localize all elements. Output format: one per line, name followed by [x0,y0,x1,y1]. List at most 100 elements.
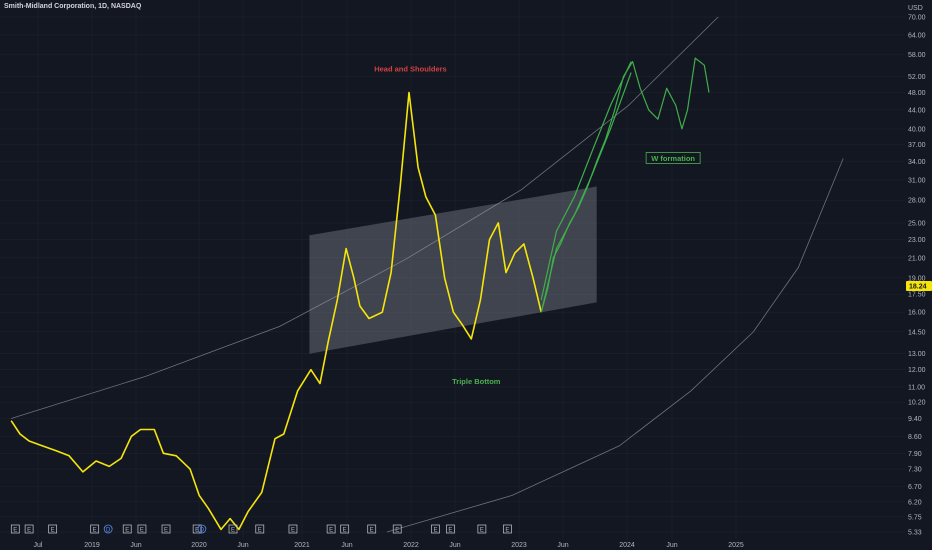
event-marker-earnings[interactable]: E [392,524,402,534]
y-tick-label: 44.00 [908,107,926,114]
svg-text:E: E [125,528,129,534]
svg-text:E: E [433,528,437,534]
x-tick-label: 2025 [728,542,744,549]
y-tick-label: 70.00 [908,15,926,22]
x-axis: Jul 2019 Jun 2020 Jun 2021 Jun 2022 Jun 2023 Jun 20… [34,542,744,549]
x-tick-label: Jun [449,542,460,549]
y-tick-label: 14.50 [908,329,926,336]
projection-band-line-2[interactable] [540,61,632,301]
svg-text:E: E [27,528,31,534]
y-tick-label: 6.70 [908,484,922,491]
y-tick-label: 9.40 [908,416,922,423]
projection-band-line-1[interactable] [540,72,632,313]
trend-arc-2[interactable] [386,158,844,533]
y-tick-label: 10.20 [908,400,926,407]
y-tick-label: 6.20 [908,499,922,506]
svg-text:E: E [51,528,55,534]
y-tick-label: 17.50 [908,292,926,299]
annotation-layer: Head and Shoulders Triple Bottom W formati… [374,64,701,386]
svg-text:E: E [343,528,347,534]
event-marker-earnings[interactable]: E [326,524,336,534]
x-tick-label: Jun [130,542,141,549]
currency-label: USD [908,5,923,12]
y-tick-label: 58.00 [908,52,926,59]
event-marker-earnings[interactable]: E [503,524,512,534]
event-marker-earnings[interactable]: E [48,524,58,534]
y-tick-label: 13.00 [908,351,926,358]
svg-text:E: E [164,528,168,534]
event-marker-earnings[interactable]: E [90,524,100,534]
y-tick-label: 40.00 [908,126,926,133]
x-tick-label: 2020 [191,542,207,549]
y-tick-label: 11.00 [908,385,925,392]
y-tick-label: 37.00 [908,142,926,149]
y-tick-label: 19.00 [908,275,926,282]
svg-text:E: E [505,528,509,534]
svg-text:E: E [231,528,235,534]
event-marker-earnings[interactable]: E [255,524,265,534]
annotation-pattern[interactable]: Triple Bottom [452,377,501,386]
x-tick-label: 2023 [511,542,527,549]
y-tick-label: 5.33 [908,530,922,537]
grid [0,0,905,540]
y-tick-label: 28.00 [908,198,926,205]
y-tick-label: 52.00 [908,74,926,81]
chart-title: Smith-Midland Corporation, 1D, NASDAQ [4,3,142,10]
y-tick-label: 23.00 [908,237,926,244]
y-tick-label: 5.75 [908,514,922,521]
svg-text:18.24: 18.24 [909,283,927,290]
annotation-head[interactable]: Head and Shoulders [374,64,447,73]
event-marker-earnings[interactable]: E [137,524,147,534]
svg-text:E: E [93,528,97,534]
event-marker-earnings[interactable]: E [431,524,440,534]
event-marker-earnings[interactable]: E [288,524,298,534]
x-tick-label: 2019 [84,542,100,549]
svg-text:D: D [106,528,111,534]
last-price-badge: 18.24 [906,280,932,291]
svg-text:E: E [480,528,484,534]
event-marker-earnings[interactable]: E [24,524,34,534]
event-marker-earnings[interactable]: E [477,524,487,534]
y-tick-label: 31.00 [908,177,926,184]
price-series-projection[interactable] [540,57,710,313]
svg-text:D: D [200,528,205,534]
y-tick-label: 48.00 [908,90,926,97]
x-tick-label: 2021 [294,542,310,549]
y-tick-label: 21.00 [908,255,926,262]
x-tick-label: 2022 [403,542,419,549]
event-marker-earnings[interactable]: E [367,524,377,534]
y-tick-label: 34.00 [908,159,926,166]
x-tick-label: Jun [557,542,568,549]
price-series-history[interactable] [10,91,542,531]
svg-text:E: E [13,528,17,534]
event-marker-earnings[interactable]: E [161,524,171,534]
event-marker-earnings[interactable]: E [122,524,132,534]
y-axis: 70.00 64.00 58.00 52.00 48.00 44.00 40.00 37.00… [905,0,932,550]
event-marker-dividend[interactable]: D [103,524,113,534]
svg-text:E: E [140,528,144,534]
annotation-boxed[interactable]: W formation [651,154,695,163]
projection-band-layer [540,61,632,313]
y-tick-label: 7.90 [908,451,922,458]
arc-layer [11,16,844,533]
event-marker-earnings[interactable]: E [10,524,20,534]
event-marker-earnings[interactable]: E [228,524,238,534]
event-marker-earnings[interactable]: E [340,524,350,534]
y-tick-label: 25.00 [908,220,926,227]
event-marker-earnings[interactable]: E [192,524,202,534]
svg-text:E: E [195,528,199,534]
svg-text:E: E [370,528,374,534]
x-tick-label: Jun [341,542,352,549]
trend-arc-1[interactable] [11,16,719,419]
x-tick-label: 2024 [619,542,635,549]
svg-text:E: E [329,528,333,534]
y-tick-label: 8.60 [908,434,922,441]
event-marker-dividend[interactable]: D [197,524,207,534]
y-tick-label: 12.00 [908,367,926,374]
x-tick-label: Jun [237,542,248,549]
x-tick-label: Jun [666,542,677,549]
y-tick-label: 16.00 [908,310,926,317]
event-marker-earnings[interactable]: E [446,524,455,534]
